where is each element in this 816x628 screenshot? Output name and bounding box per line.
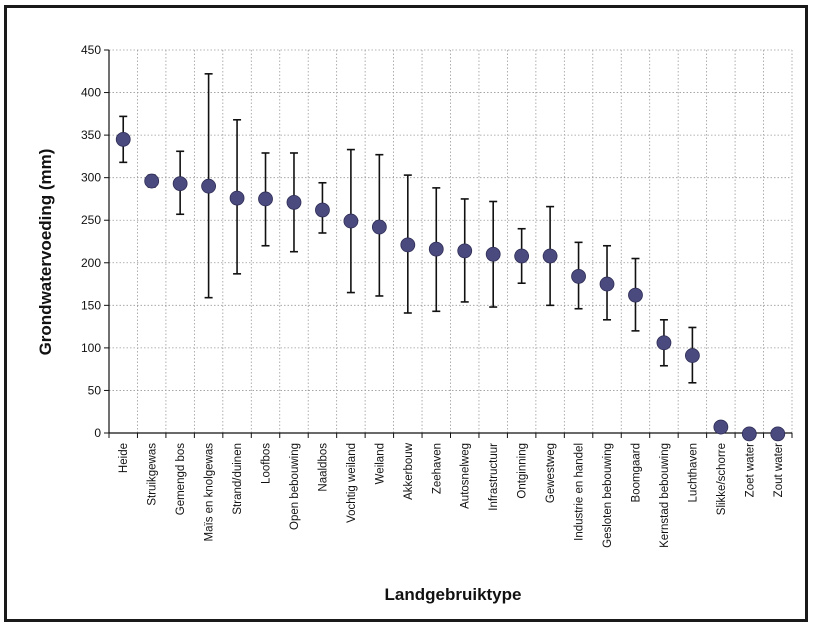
data-point bbox=[428, 241, 444, 257]
x-tick-label: Maïs en knolgewas bbox=[204, 443, 216, 542]
data-point bbox=[400, 237, 416, 253]
data-point bbox=[371, 219, 387, 235]
y-tick-label: 350 bbox=[81, 128, 101, 142]
y-tick-labels: 0 50 100 150 200 250 300 350 400 450 bbox=[81, 43, 101, 440]
data-point bbox=[514, 248, 530, 264]
y-tick-label: 200 bbox=[81, 256, 101, 270]
y-tick-label: 150 bbox=[81, 298, 101, 312]
x-tick-label: Slikke/schorre bbox=[716, 443, 728, 515]
y-tick-label: 400 bbox=[81, 86, 101, 100]
x-tick-labels: Heide Struikgewas Gemengd bos Maïs en knolg… bbox=[118, 442, 785, 548]
x-tick-label: Gewestweg bbox=[545, 443, 557, 503]
y-tick-label: 250 bbox=[81, 213, 101, 227]
x-tick-label: Strand/duinen bbox=[232, 443, 244, 515]
x-tick-label: Industrie en handel bbox=[574, 443, 586, 541]
error-bars bbox=[119, 73, 697, 384]
data-point bbox=[770, 426, 786, 442]
x-tick-label: Gemengd bos bbox=[175, 443, 187, 515]
x-tick-label: Boomgaard bbox=[630, 443, 642, 502]
data-point bbox=[485, 246, 501, 262]
x-tick-label: Ontginning bbox=[517, 443, 529, 499]
y-tick-label: 100 bbox=[81, 341, 101, 355]
x-tick-label: Naaldbos bbox=[317, 443, 329, 492]
data-point bbox=[115, 131, 131, 147]
x-tick-label: Luchthaven bbox=[687, 443, 699, 502]
x-tick-label: Zeehaven bbox=[431, 443, 443, 494]
x-tick-label: Open bebouwing bbox=[289, 443, 301, 530]
x-axis-title: Landgebruiktype bbox=[385, 585, 522, 604]
data-point bbox=[144, 173, 160, 189]
data-point bbox=[229, 190, 245, 206]
y-tick-label: 50 bbox=[88, 383, 102, 397]
grid-lines bbox=[109, 49, 793, 433]
data-point bbox=[656, 335, 672, 351]
x-tick-label: Infrastructuur bbox=[488, 443, 500, 511]
data-point bbox=[713, 419, 729, 435]
data-point bbox=[684, 348, 700, 363]
x-tick-label: Kernstad bebouwing bbox=[659, 443, 671, 548]
data-point bbox=[542, 248, 558, 264]
y-tick-label: 450 bbox=[81, 43, 101, 57]
data-point bbox=[201, 178, 217, 194]
x-tick-label: Autosnelweg bbox=[460, 443, 472, 509]
data-point bbox=[571, 268, 586, 284]
data-point bbox=[172, 176, 188, 192]
data-point bbox=[315, 202, 330, 218]
data-point bbox=[286, 194, 302, 210]
x-tick-label: Weiland bbox=[374, 443, 386, 484]
x-tick-label: Zoet water bbox=[744, 443, 756, 497]
data-point bbox=[258, 191, 273, 207]
data-point bbox=[628, 287, 643, 303]
x-tick-label: Loofbos bbox=[261, 443, 273, 484]
x-tick-label: Gesloten bebouwing bbox=[602, 443, 614, 548]
data-points bbox=[115, 131, 786, 442]
x-tick-label: Struikgewas bbox=[147, 443, 159, 506]
data-point bbox=[343, 213, 359, 229]
y-tick-label: 0 bbox=[94, 426, 101, 440]
y-axis-title: Grondwatervoeding (mm) bbox=[36, 149, 55, 356]
x-tick-label: Zout water bbox=[773, 443, 785, 497]
data-point bbox=[457, 243, 473, 259]
x-tick-label: Akkerbouw bbox=[403, 442, 415, 500]
data-point bbox=[599, 276, 615, 292]
axes bbox=[104, 49, 793, 438]
data-point bbox=[741, 426, 757, 442]
y-tick-label: 300 bbox=[81, 171, 101, 185]
x-tick-label: Heide bbox=[118, 443, 130, 473]
x-tick-label: Vochtig weiland bbox=[346, 443, 358, 523]
